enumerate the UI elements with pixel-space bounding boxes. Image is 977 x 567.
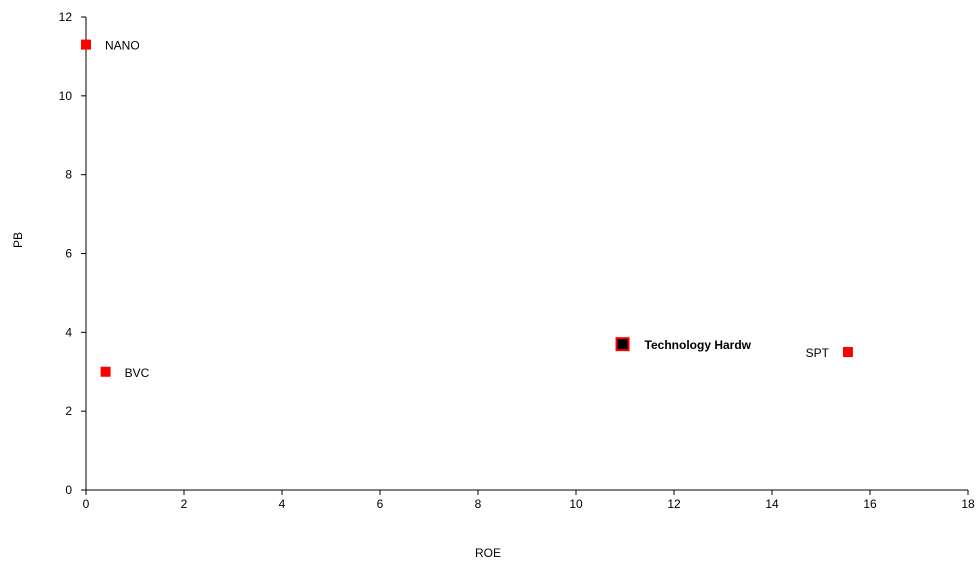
point-label: Technology Hardw (645, 338, 752, 352)
x-tick-label: 8 (475, 497, 482, 511)
data-point: SPT (806, 346, 853, 360)
point-label: BVC (125, 366, 150, 380)
y-tick-label: 4 (65, 325, 72, 339)
y-axis-label: PB (11, 232, 25, 248)
tick-marks: 0 2 4 6 8 10 12 14 16 18 0 2 4 6 8 10 12 (59, 10, 975, 511)
x-tick-label: 16 (863, 497, 877, 511)
point-marker (617, 339, 628, 350)
y-tick-label: 2 (65, 404, 72, 418)
x-tick-label: 12 (667, 497, 681, 511)
point-marker (81, 39, 91, 50)
x-tick-label: 10 (569, 497, 583, 511)
x-tick-label: 18 (961, 497, 975, 511)
axes (85, 17, 968, 491)
y-tick-label: 12 (59, 10, 73, 24)
x-tick-label: 2 (181, 497, 188, 511)
data-point: NANO (81, 39, 140, 53)
x-tick-label: 6 (377, 497, 384, 511)
y-tick-label: 6 (65, 247, 72, 261)
point-label: SPT (806, 346, 830, 360)
y-tick-label: 0 (65, 483, 72, 497)
data-point: Technology Hardw (615, 337, 752, 352)
data-point: BVC (100, 366, 150, 380)
data-points: NANO BVC Technology Hardw SPT (81, 39, 853, 380)
point-label: NANO (105, 39, 140, 53)
point-marker (842, 347, 853, 358)
x-tick-label: 4 (279, 497, 286, 511)
y-tick-label: 10 (59, 89, 73, 103)
y-tick-label: 8 (65, 168, 72, 182)
x-tick-label: 0 (83, 497, 90, 511)
x-axis-label: ROE (475, 546, 501, 560)
x-tick-label: 14 (765, 497, 779, 511)
point-marker (100, 366, 111, 377)
